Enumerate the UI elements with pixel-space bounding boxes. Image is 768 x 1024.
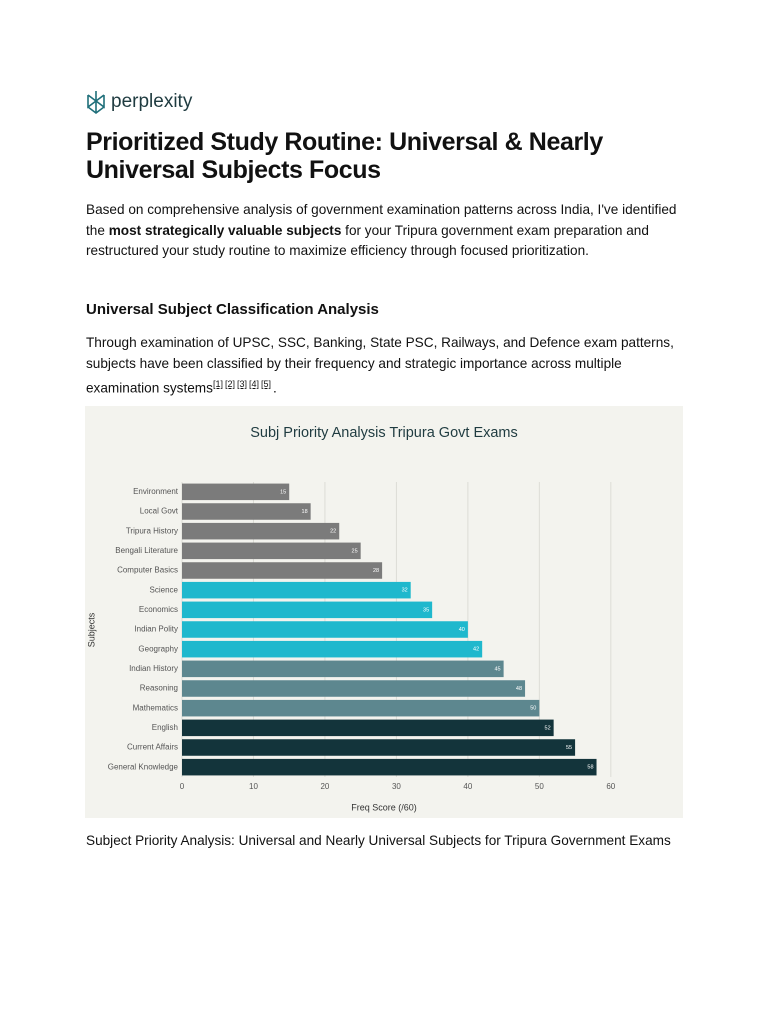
y-tick-label: Indian Polity [134, 625, 178, 634]
intro-text: Based on comprehensive analysis of gover… [86, 202, 677, 238]
brand: perplexity [86, 90, 192, 114]
bar [182, 483, 290, 501]
intro-bold: most strategically valuable subjects [108, 222, 342, 238]
bar [182, 542, 361, 560]
y-axis-title: Subjects [86, 612, 96, 647]
citation[interactable]: [3] [236, 379, 247, 389]
y-tick-label: Current Affairs [127, 743, 178, 752]
data-label: 18 [302, 509, 308, 515]
x-tick-label: 20 [320, 782, 329, 791]
y-tick-label: Bengali Literature [115, 546, 178, 555]
page-title: Prioritized Study Routine: Universal & N… [86, 128, 603, 184]
section-heading: Universal Subject Classification Analysi… [86, 301, 379, 318]
bar [182, 562, 383, 579]
data-label: 55 [566, 745, 572, 751]
bar [182, 758, 597, 776]
paragraph: Through examination of UPSC, SSC, Bankin… [86, 335, 674, 396]
section-text: Through examination of UPSC, SSC, Bankin… [86, 333, 686, 399]
bar [182, 503, 311, 520]
citation[interactable]: [5] [261, 379, 272, 389]
data-label: 50 [530, 706, 536, 712]
brand-logo [87, 91, 105, 114]
intro-text: for your Tripura government exam prepara… [86, 222, 649, 259]
x-tick-label: 30 [392, 782, 401, 791]
data-label: 45 [494, 666, 500, 672]
y-tick-label: Reasoning [140, 684, 178, 693]
data-label: 15 [280, 489, 286, 495]
data-label: 22 [330, 529, 336, 535]
x-tick-label: 10 [249, 782, 258, 791]
y-tick-label: Local Govt [140, 507, 179, 516]
chart-title: Subj Priority Analysis Tripura Govt Exam… [250, 425, 518, 441]
y-tick-label: Economics [139, 605, 178, 614]
brand-name: perplexity [111, 91, 193, 112]
citation[interactable]: [2] [224, 379, 235, 389]
x-tick-label: 0 [180, 782, 185, 791]
bar [182, 660, 504, 678]
x-tick-label: 40 [463, 782, 472, 791]
data-label: 48 [516, 686, 522, 692]
y-tick-label: Computer Basics [117, 566, 178, 575]
bar [182, 680, 526, 697]
x-axis-title: Freq Score (/60) [351, 802, 417, 812]
data-label: 28 [373, 568, 379, 574]
chart: Subj Priority Analysis Tripura Govt Exam… [85, 406, 683, 818]
y-tick-label: Science [150, 585, 179, 594]
data-label: 52 [545, 725, 551, 731]
y-tick-label: Indian History [129, 664, 178, 673]
y-tick-label: Mathematics [133, 703, 178, 712]
bar [182, 522, 340, 540]
y-tick-label: Geography [138, 644, 178, 653]
x-tick-label: 60 [606, 782, 615, 791]
data-label: 58 [587, 765, 593, 771]
intro: Based on comprehensive analysis of gover… [86, 200, 686, 262]
bar [182, 621, 468, 638]
bar [182, 739, 576, 756]
citation[interactable]: [4] [248, 379, 259, 389]
caption: Subject Priority Analysis: Universal and… [86, 833, 671, 848]
y-tick-label: English [152, 723, 178, 732]
bar [182, 719, 554, 737]
paragraph-end: . [273, 380, 277, 396]
bar [182, 699, 540, 717]
data-label: 42 [473, 647, 479, 653]
data-label: 40 [459, 627, 465, 633]
y-tick-label: Tripura History [126, 526, 178, 535]
bar [182, 640, 483, 658]
x-tick-label: 50 [535, 782, 544, 791]
citation[interactable]: [1] [212, 379, 223, 389]
y-tick-label: General Knowledge [108, 762, 179, 771]
data-label: 25 [352, 548, 358, 554]
data-label: 32 [402, 588, 408, 594]
bar [182, 601, 433, 619]
y-tick-label: Environment [133, 487, 179, 496]
bar [182, 581, 411, 599]
data-label: 35 [423, 607, 429, 613]
